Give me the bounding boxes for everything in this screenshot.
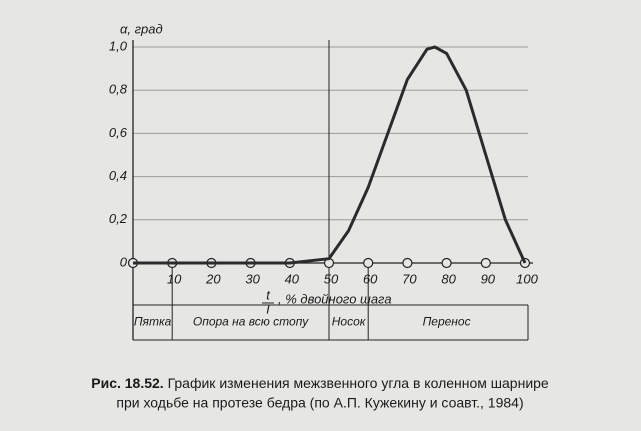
x-tick-marker — [480, 257, 491, 269]
x-label-denominator: T — [264, 301, 273, 316]
x-tick-label: 40 — [285, 271, 300, 286]
phase-label: Пятка — [134, 315, 172, 329]
y-tick-label: 0,4 — [109, 168, 127, 183]
y-tick-label: 0,8 — [109, 82, 128, 97]
x-tick-label: 70 — [402, 271, 417, 286]
caption-label: Рис. 18.52. — [91, 375, 163, 391]
x-tick-marker — [441, 257, 452, 269]
y-tick-label: 0,6 — [109, 125, 128, 140]
x-tick-label: 30 — [245, 271, 260, 286]
phase-label: Носок — [332, 315, 367, 329]
x-tick-label: 100 — [516, 271, 538, 286]
y-tick-label: 0,2 — [109, 211, 128, 226]
x-tick-label: 80 — [441, 271, 456, 286]
x-tick-label: 60 — [363, 271, 378, 286]
x-tick-marker — [402, 257, 413, 269]
caption: Рис. 18.52. График изменения межзвенного… — [91, 375, 549, 391]
x-tick-marker — [363, 257, 374, 269]
y-axis-label: α, град — [120, 21, 163, 36]
y-tick-label: 1,0 — [109, 38, 128, 53]
phase-label: Перенос — [423, 315, 471, 329]
data-line — [133, 45, 527, 265]
x-label-text: , % двойного шага — [278, 291, 392, 306]
caption-text: при ходьбе на протезе бедра (по А.П. Куж… — [116, 395, 523, 411]
x-tick-label: 10 — [167, 271, 182, 286]
phase-label: Опора на всю стопу — [193, 315, 309, 329]
caption-text: График изменения межзвенного угла в коле… — [168, 375, 549, 391]
y-tick-label: 0 — [120, 254, 128, 269]
x-label-numerator: t — [266, 287, 271, 302]
x-tick-label: 90 — [481, 271, 496, 286]
x-tick-label: 50 — [324, 271, 339, 286]
x-tick-label: 20 — [205, 271, 221, 286]
